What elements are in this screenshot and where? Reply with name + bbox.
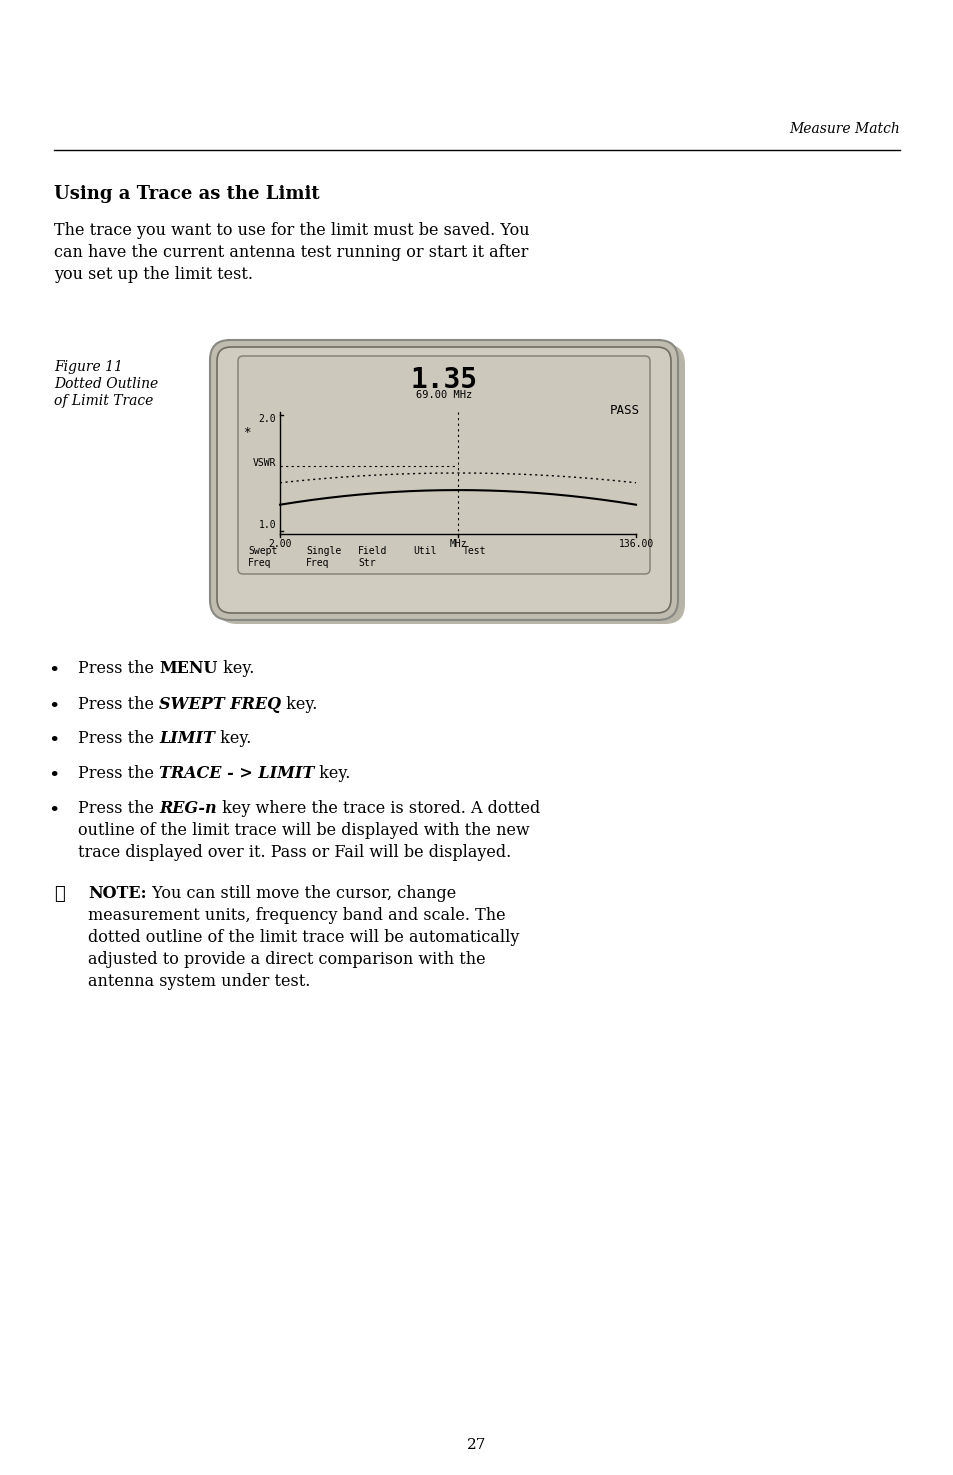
Text: The trace you want to use for the limit must be saved. You: The trace you want to use for the limit … [54,223,529,239]
Text: Field: Field [357,546,387,556]
Text: key.: key. [214,730,251,746]
Text: 69.00 MHz: 69.00 MHz [416,389,472,400]
Text: key.: key. [314,766,351,782]
FancyBboxPatch shape [237,355,649,574]
Text: Measure Match: Measure Match [788,122,899,136]
Text: Swept: Swept [248,546,277,556]
FancyBboxPatch shape [216,347,670,614]
Text: *: * [243,426,251,440]
Text: Util: Util [413,546,436,556]
Text: PASS: PASS [609,404,639,417]
Text: 1.35: 1.35 [410,366,477,394]
Text: Figure 11: Figure 11 [54,360,123,375]
Text: Press the: Press the [78,799,159,817]
Text: can have the current antenna test running or start it after: can have the current antenna test runnin… [54,243,528,261]
Text: LIMIT: LIMIT [159,730,214,746]
Text: dotted outline of the limit trace will be automatically: dotted outline of the limit trace will b… [88,929,518,945]
FancyBboxPatch shape [210,341,678,620]
Text: Press the: Press the [78,659,159,677]
Text: antenna system under test.: antenna system under test. [88,974,310,990]
Text: 27: 27 [467,1438,486,1451]
Text: VSWR: VSWR [253,459,275,468]
Text: You can still move the cursor, change: You can still move the cursor, change [147,885,456,903]
Text: Freq: Freq [306,558,329,568]
Text: •: • [49,732,60,749]
Text: 1.0: 1.0 [258,521,275,530]
Text: •: • [49,802,60,820]
Text: measurement units, frequency band and scale. The: measurement units, frequency band and sc… [88,907,505,923]
Text: Dotted Outline: Dotted Outline [54,378,158,391]
Text: you set up the limit test.: you set up the limit test. [54,266,253,283]
Text: MENU: MENU [159,659,217,677]
Text: Single: Single [306,546,341,556]
Text: adjusted to provide a direct comparison with the: adjusted to provide a direct comparison … [88,951,485,968]
Text: Test: Test [462,546,486,556]
Text: Freq: Freq [248,558,272,568]
Text: 136.00: 136.00 [618,538,653,549]
Text: •: • [49,662,60,680]
FancyBboxPatch shape [216,344,684,624]
Text: Str: Str [357,558,375,568]
Text: MHz: MHz [449,538,466,549]
Text: •: • [49,767,60,785]
Text: Press the: Press the [78,730,159,746]
Text: key.: key. [217,659,253,677]
Text: •: • [49,698,60,715]
Text: 2.0: 2.0 [258,414,275,423]
Text: SWEPT FREQ: SWEPT FREQ [159,696,281,712]
Text: key.: key. [281,696,317,712]
Text: REG-n: REG-n [159,799,216,817]
Text: Press the: Press the [78,696,159,712]
Text: of Limit Trace: of Limit Trace [54,394,153,409]
Text: 2.00: 2.00 [268,538,292,549]
Text: trace displayed over it. Pass or Fail will be displayed.: trace displayed over it. Pass or Fail wi… [78,844,511,861]
Text: NOTE:: NOTE: [88,885,147,903]
Text: TRACE - > LIMIT: TRACE - > LIMIT [159,766,314,782]
Text: Using a Trace as the Limit: Using a Trace as the Limit [54,184,319,204]
Text: Press the: Press the [78,766,159,782]
Text: key where the trace is stored. A dotted: key where the trace is stored. A dotted [216,799,539,817]
Text: outline of the limit trace will be displayed with the new: outline of the limit trace will be displ… [78,822,529,839]
Text: ☞: ☞ [54,885,65,903]
